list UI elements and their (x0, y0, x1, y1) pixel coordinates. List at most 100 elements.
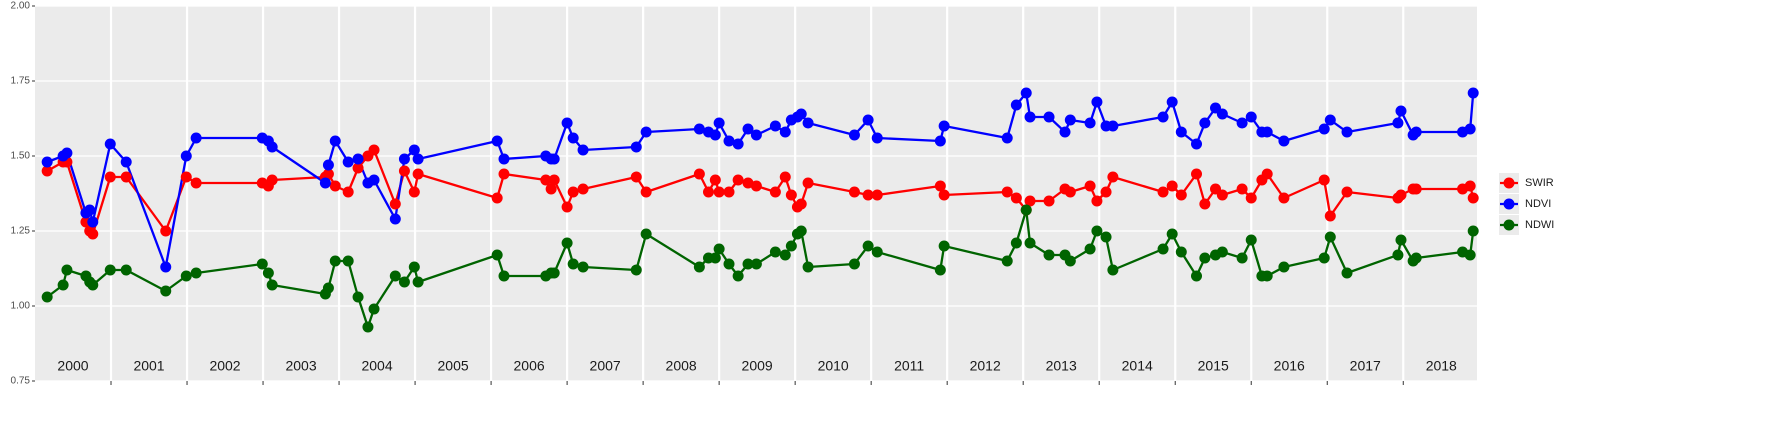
x-tick-label: 2001 (133, 358, 164, 374)
point (1024, 237, 1036, 249)
point (368, 144, 380, 156)
point (862, 189, 874, 201)
point (1236, 252, 1248, 264)
point (180, 270, 192, 282)
point (491, 135, 503, 147)
point (1464, 123, 1476, 135)
point (713, 186, 725, 198)
point (1024, 195, 1036, 207)
x-tick-label: 2005 (438, 358, 469, 374)
point (769, 186, 781, 198)
point (938, 240, 950, 252)
point (389, 198, 401, 210)
point (713, 117, 725, 129)
point (693, 123, 705, 135)
point (1410, 252, 1422, 264)
point (934, 264, 946, 276)
point (322, 159, 334, 171)
point (742, 177, 754, 189)
point (862, 114, 874, 126)
point (1199, 252, 1211, 264)
point (577, 144, 589, 156)
point (862, 240, 874, 252)
x-tick-label: 2017 (1350, 358, 1381, 374)
point (742, 258, 754, 270)
point (398, 153, 410, 165)
point (1318, 252, 1330, 264)
point (1157, 186, 1169, 198)
point (104, 138, 116, 150)
point (408, 144, 420, 156)
point (1341, 186, 1353, 198)
point (362, 321, 374, 333)
legend-label: NDVI (1525, 198, 1551, 210)
point (1166, 180, 1178, 192)
point (41, 156, 53, 168)
point (398, 276, 410, 288)
point (1191, 270, 1203, 282)
point (1091, 225, 1103, 237)
x-tick-label: 2013 (1046, 358, 1077, 374)
point (545, 183, 557, 195)
point (322, 282, 334, 294)
x-tick-label: 2018 (1426, 358, 1457, 374)
point (262, 267, 274, 279)
point (1001, 186, 1013, 198)
point (548, 153, 560, 165)
point (1278, 192, 1290, 204)
point (1091, 195, 1103, 207)
point (1410, 126, 1422, 138)
point (693, 168, 705, 180)
point (190, 132, 202, 144)
point (779, 171, 791, 183)
point (1010, 192, 1022, 204)
point (938, 189, 950, 201)
x-tick-label: 2014 (1122, 358, 1153, 374)
x-tick-label: 2012 (970, 358, 1001, 374)
point (368, 303, 380, 315)
point (1001, 255, 1013, 267)
point (1043, 111, 1055, 123)
point (1084, 117, 1096, 129)
point (1261, 168, 1273, 180)
point (498, 168, 510, 180)
point (329, 180, 341, 192)
point (190, 177, 202, 189)
point (412, 153, 424, 165)
point (548, 174, 560, 186)
point (160, 261, 172, 273)
point (723, 135, 735, 147)
point (795, 225, 807, 237)
point (1043, 249, 1055, 261)
point (1107, 120, 1119, 132)
point (802, 117, 814, 129)
point (1261, 126, 1273, 138)
point (1236, 183, 1248, 195)
point (1236, 117, 1248, 129)
point (342, 156, 354, 168)
point (1064, 255, 1076, 267)
y-tick-label: 0.75 (11, 376, 31, 387)
point (709, 174, 721, 186)
point (408, 186, 420, 198)
point (640, 228, 652, 240)
point (256, 258, 268, 270)
point (408, 261, 420, 273)
point (266, 279, 278, 291)
point (1278, 261, 1290, 273)
point (742, 123, 754, 135)
point (491, 192, 503, 204)
point (1341, 267, 1353, 279)
point (802, 261, 814, 273)
point (1107, 171, 1119, 183)
point (61, 147, 73, 159)
point (871, 246, 883, 258)
point (750, 258, 762, 270)
point (1166, 96, 1178, 108)
point (1467, 225, 1479, 237)
point (1020, 204, 1032, 216)
point (1175, 126, 1187, 138)
point (723, 186, 735, 198)
point (640, 126, 652, 138)
